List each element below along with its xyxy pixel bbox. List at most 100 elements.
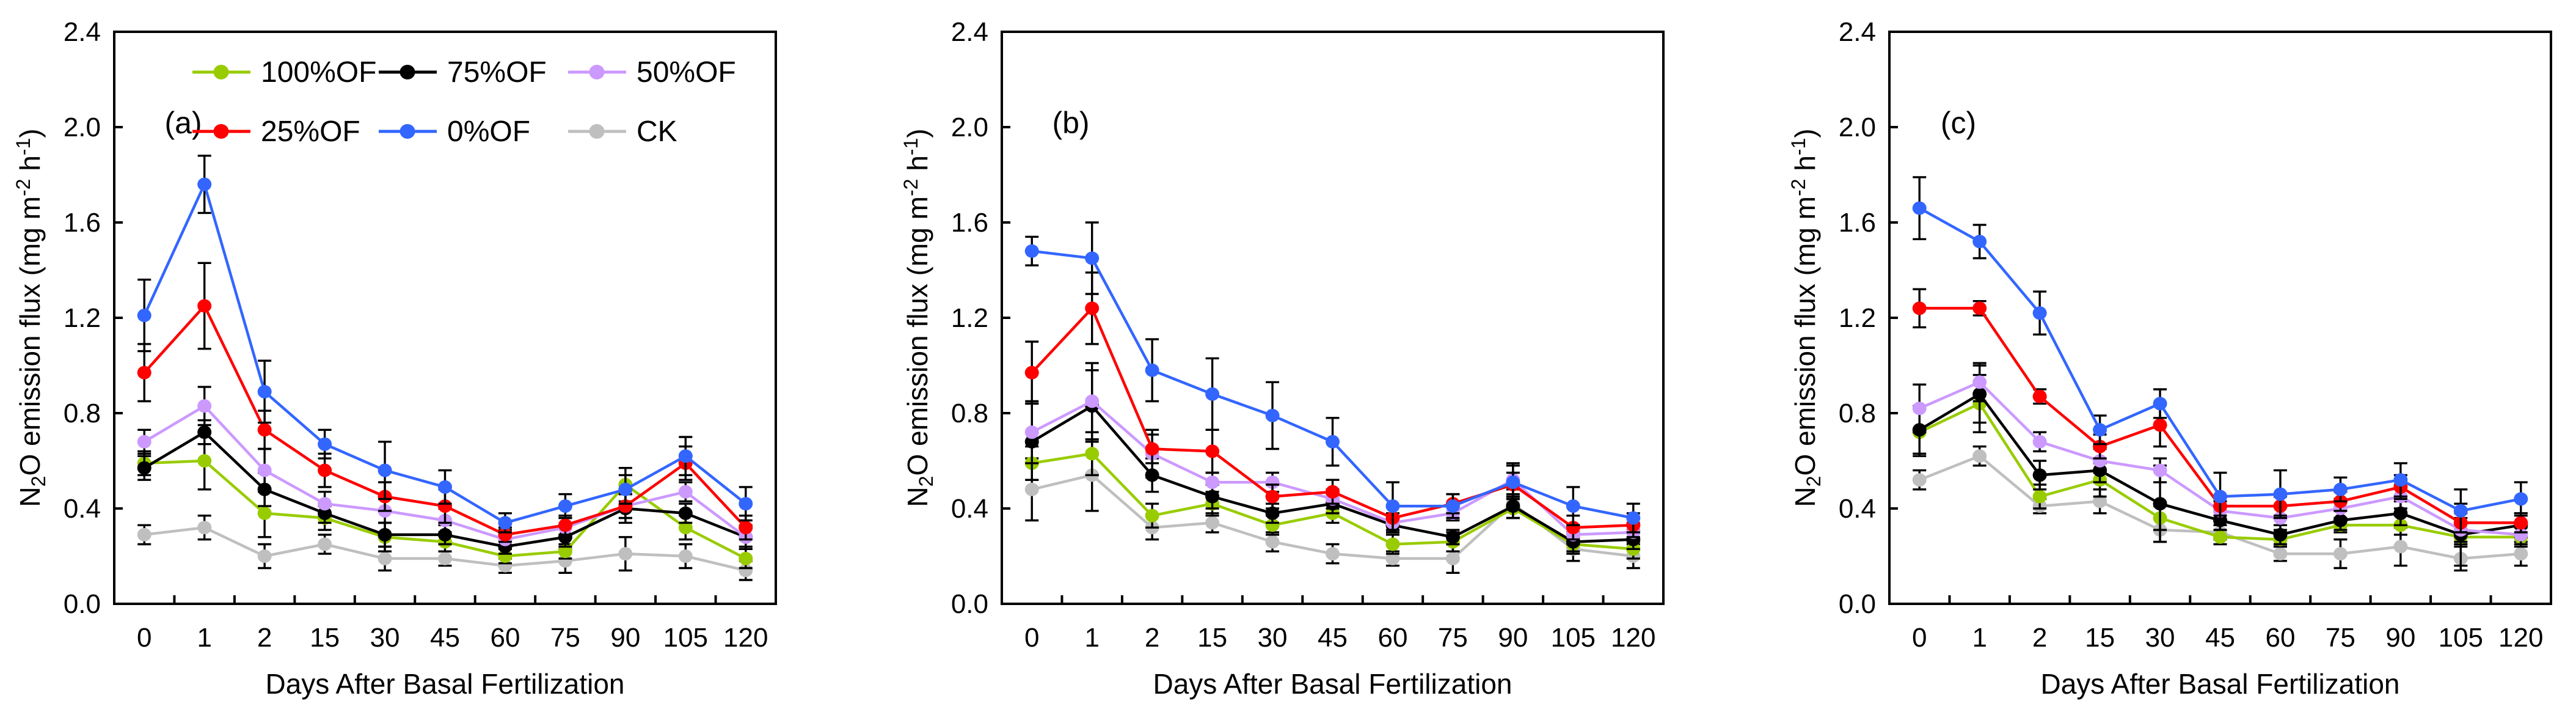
data-point-CK [1385, 551, 1400, 565]
legend-item-25%OF: 25%OF [192, 116, 360, 148]
x-axis-tick-label: 1 [1084, 623, 1099, 653]
data-point-25%OF [2514, 516, 2528, 530]
data-point-50%OF [1205, 475, 1220, 490]
data-point-100%OF [678, 521, 693, 535]
data-point-75%OF [2032, 468, 2047, 482]
series-0%OF [1024, 221, 1641, 534]
data-point-CK [1972, 449, 1987, 463]
data-point-25%OF [1326, 485, 1340, 499]
data-point-CK [2514, 547, 2528, 561]
data-point-25%OF [1972, 301, 1987, 315]
y-axis-tick-label: 0.4 [64, 494, 101, 524]
y-axis: 0.0 0.4 0.8 1.2 1.6 2.0 2.4 [951, 17, 1010, 619]
data-point-100%OF [257, 506, 272, 520]
legend-marker [400, 65, 415, 79]
data-point-CK [2273, 547, 2288, 561]
y-axis: 0.0 0.4 0.8 1.2 1.6 2.0 2.4 [64, 17, 123, 619]
x-axis-title: Days After Basal Fertilization [2040, 668, 2399, 700]
data-point-0%OF [1326, 435, 1340, 449]
data-point-0%OF [678, 449, 693, 463]
x-axis-tick-label: 90 [610, 623, 640, 653]
y-axis-tick-label: 0.0 [64, 589, 101, 619]
data-point-25%OF [558, 518, 572, 532]
data-point-75%OF [2393, 506, 2408, 520]
data-point-50%OF [197, 399, 212, 413]
y-axis-tick-label: 2.0 [64, 112, 101, 142]
legend-item-100%OF: 100%OF [192, 56, 376, 89]
data-point-75%OF [1205, 490, 1220, 504]
y-axis: 0.0 0.4 0.8 1.2 1.6 2.0 2.4 [1839, 17, 1898, 619]
data-point-0%OF [2213, 490, 2227, 504]
data-point-0%OF [1626, 511, 1641, 525]
data-point-0%OF [618, 482, 633, 496]
x-axis-tick-label: 45 [430, 623, 460, 653]
x-axis-tick-label: 30 [370, 623, 400, 653]
error-bars-25%OF [1025, 271, 1640, 541]
panel-letter: (a) [164, 106, 202, 140]
data-point-CK [1265, 535, 1280, 549]
legend-label: 100%OF [261, 56, 376, 89]
panel-letter: (c) [1941, 106, 1976, 140]
data-point-CK [318, 537, 332, 551]
x-axis-tick-label: 120 [723, 623, 768, 653]
data-point-25%OF [1912, 301, 1927, 315]
data-point-75%OF [1445, 530, 1460, 544]
data-point-50%OF [2153, 463, 2167, 477]
x-axis-tick-label: 60 [1377, 623, 1407, 653]
data-point-100%OF [1145, 508, 1159, 523]
data-point-CK [678, 549, 693, 563]
data-point-100%OF [197, 454, 212, 468]
x-axis-tick-label: 60 [2265, 623, 2295, 653]
data-point-0%OF [2032, 306, 2047, 320]
y-axis-tick-label: 2.4 [951, 17, 988, 47]
y-axis-tick-label: 0.4 [951, 494, 988, 524]
data-point-0%OF [558, 499, 572, 513]
x-axis-tick-label: 75 [2326, 623, 2355, 653]
data-point-CK [1024, 482, 1039, 496]
legend-item-0%OF: 0%OF [379, 116, 530, 148]
series-50%OF [137, 386, 753, 550]
data-point-0%OF [2514, 492, 2528, 506]
y-axis-tick-label: 2.4 [64, 17, 101, 47]
data-point-25%OF [137, 365, 151, 380]
series-line-0%OF [1031, 249, 1634, 519]
y-axis-tick-label: 0.0 [1839, 589, 1876, 619]
x-axis-title: Days After Basal Fertilization [1153, 668, 1512, 700]
data-point-0%OF [2153, 397, 2167, 411]
data-point-100%OF [739, 551, 753, 565]
data-point-CK [137, 527, 151, 541]
data-point-25%OF [197, 299, 212, 313]
legend-item-50%OF: 50%OF [568, 56, 736, 89]
data-point-50%OF [2032, 435, 2047, 449]
data-point-CK [378, 551, 392, 565]
data-point-0%OF [1205, 387, 1220, 401]
data-point-0%OF [1445, 499, 1460, 513]
data-point-100%OF [1085, 447, 1100, 461]
y-axis-tick-label: 2.0 [951, 112, 988, 142]
data-point-100%OF [2213, 530, 2227, 544]
x-axis-tick-label: 2 [2032, 623, 2047, 653]
data-point-CK [618, 547, 633, 561]
data-point-0%OF [1085, 251, 1100, 265]
data-point-0%OF [1566, 499, 1580, 513]
data-point-25%OF [257, 423, 272, 437]
data-point-0%OF [1385, 499, 1400, 513]
data-point-25%OF [739, 521, 753, 535]
data-point-25%OF [1145, 442, 1159, 456]
panel-b: 0.0 0.4 0.8 1.2 1.6 2.0 2.4 0 1 2 15 30 45 60 75 90 105 1… [900, 17, 1665, 700]
x-axis-tick-label: 105 [1551, 623, 1596, 653]
data-point-0%OF [438, 480, 452, 494]
x-axis-tick-label: 30 [1258, 623, 1288, 653]
data-point-25%OF [2032, 389, 2047, 403]
x-axis-tick-label: 15 [2085, 623, 2115, 653]
data-point-CK [197, 521, 212, 535]
x-axis-tick-label: 15 [310, 623, 340, 653]
legend: 100%OF 75%OF 50%OF 25%OF 0%OF CK [192, 56, 736, 148]
data-point-0%OF [1912, 201, 1927, 215]
legend-label: 50%OF [637, 56, 736, 89]
legend-label: 0%OF [447, 116, 530, 148]
x-axis-tick-label: 0 [137, 623, 151, 653]
series-25%OF [1024, 271, 1641, 541]
data-point-0%OF [197, 177, 212, 191]
legend-label: 75%OF [447, 56, 547, 89]
